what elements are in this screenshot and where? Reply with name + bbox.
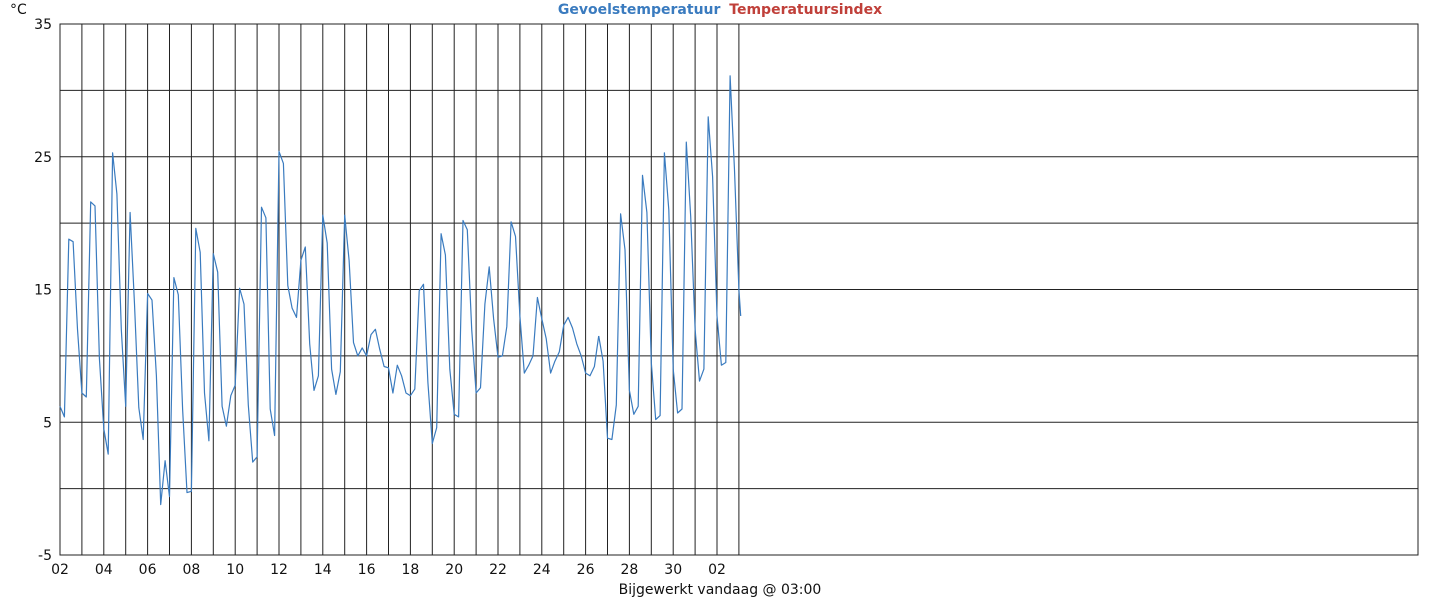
x-tick-label: 30 [664, 562, 682, 578]
x-tick-label: 22 [489, 562, 507, 578]
series-line-gevoelstemperatuur [59, 150, 600, 506]
x-tick-label: 04 [95, 562, 113, 578]
x-tick-label: 08 [182, 562, 200, 578]
series-line-gevoelstemperatuur [598, 75, 742, 441]
x-tick-label: 24 [533, 562, 551, 578]
y-tick-label: 25 [34, 150, 52, 166]
plot-frame [59, 23, 1419, 556]
y-tick-label: 15 [34, 283, 52, 299]
x-tick-label: 10 [226, 562, 244, 578]
labels-layer: -5 5 15 25 35 02 04 06 08 10 12 14 16 18 20 22 24 26 28 30 0… [34, 17, 726, 578]
x-tick-label: 26 [577, 562, 595, 578]
legend-entry-temperatuursindex: Temperatuursindex [729, 2, 882, 18]
y-tick-label: -5 [38, 548, 52, 564]
series-layer [59, 75, 742, 506]
y-tick-label: 35 [34, 17, 52, 33]
y-unit-label: °C [10, 2, 27, 18]
x-tick-label: 20 [445, 562, 463, 578]
x-tick-label: 18 [401, 562, 419, 578]
x-tick-label: 02 [708, 562, 726, 578]
x-tick-label: 28 [620, 562, 638, 578]
y-tick-label: 5 [43, 415, 52, 431]
x-tick-label: 16 [358, 562, 376, 578]
legend-entry-gevoelstemperatuur: Gevoelstemperatuur [558, 2, 721, 18]
x-tick-label: 02 [51, 562, 69, 578]
grid-layer [60, 24, 1418, 555]
x-tick-label: 06 [139, 562, 157, 578]
footer-updated: Bijgewerkt vandaag @ 03:00 [619, 582, 822, 598]
x-tick-label: 14 [314, 562, 332, 578]
chart-legend: Gevoelstemperatuur Temperatuursindex [558, 2, 882, 18]
x-tick-label: 12 [270, 562, 288, 578]
